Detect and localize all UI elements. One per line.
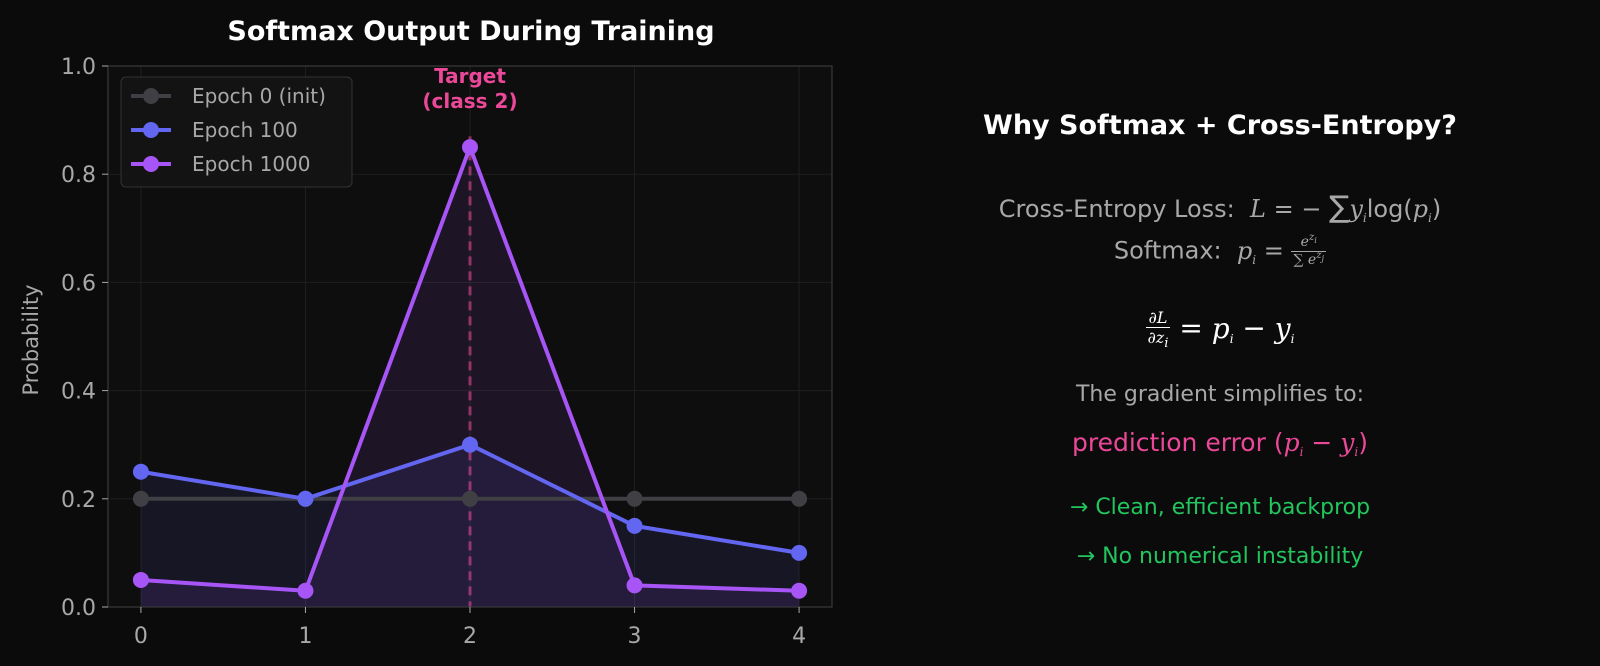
softmax-label: Softmax: xyxy=(1113,236,1222,265)
axes: 0.0 0.2 0.4 0.6 0.8 1.0 0 1 2 3 4 xyxy=(61,55,833,649)
legend-marker xyxy=(143,156,159,172)
softmax-formula: Softmax: pi = ezi ∑ ezj xyxy=(1113,232,1327,268)
legend-label: Epoch 1000 xyxy=(192,152,311,176)
area-fill xyxy=(140,444,800,607)
y-tick-label: 1.0 xyxy=(61,55,96,80)
data-point xyxy=(791,490,808,507)
legend-marker xyxy=(143,122,159,138)
cross-entropy-label: Cross-Entropy Loss: xyxy=(998,195,1235,223)
y-tick-label: 0.0 xyxy=(61,596,96,621)
data-point xyxy=(462,490,478,507)
legend: Epoch 0 (init) Epoch 100 Epoch 1000 xyxy=(120,76,353,188)
gradient-formula: ∂L ∂zi = pi − yi xyxy=(1145,308,1295,352)
legend-label: Epoch 100 xyxy=(192,118,298,142)
x-tick-label: 2 xyxy=(463,624,477,649)
data-point xyxy=(791,582,808,599)
legend-box xyxy=(120,76,353,188)
gradient-intro: The gradient simplifies to: xyxy=(1075,382,1365,407)
legend-label: Epoch 0 (init) xyxy=(192,84,326,108)
target-marker: Target(class 2) xyxy=(422,64,518,607)
data-point xyxy=(462,139,478,156)
panel-title: Why Softmax + Cross-Entropy? xyxy=(983,110,1457,141)
series-lines xyxy=(132,139,808,599)
data-point xyxy=(462,436,478,453)
chart: Softmax Output During Training Probabili… xyxy=(19,16,833,649)
chart-title: Softmax Output During Training xyxy=(227,16,714,47)
cross-entropy-formula: Cross-Entropy Loss: L = − ∑yilog(pi) xyxy=(998,190,1442,225)
y-tick-label: 0.8 xyxy=(61,163,96,188)
y-axis-label: Probability xyxy=(19,284,43,395)
data-point xyxy=(626,577,643,594)
benefit-backprop: → Clean, efficient backprop xyxy=(1069,495,1371,520)
data-point xyxy=(132,571,149,588)
y-tick-label: 0.2 xyxy=(61,488,96,513)
data-point xyxy=(297,582,314,599)
x-tick-label: 4 xyxy=(792,624,806,649)
target-label: Target xyxy=(434,64,506,88)
y-tick-label: 0.6 xyxy=(61,271,96,296)
prediction-error-line: prediction error (pi − yi) xyxy=(1071,428,1369,459)
data-point xyxy=(791,544,808,561)
data-point xyxy=(626,490,643,507)
benefit-stability: → No numerical instability xyxy=(1076,544,1364,569)
explanation-panel: Why Softmax + Cross-Entropy? Cross-Entro… xyxy=(900,0,1540,666)
data-point xyxy=(132,463,149,480)
data-point xyxy=(297,490,314,507)
y-tick-label: 0.4 xyxy=(61,380,96,405)
target-label-class: (class 2) xyxy=(422,89,517,113)
x-tick-label: 3 xyxy=(628,624,642,649)
data-point xyxy=(132,490,149,507)
legend-marker xyxy=(143,88,159,104)
data-point xyxy=(626,517,643,534)
x-tick-label: 0 xyxy=(134,624,148,649)
prediction-error-label: prediction error xyxy=(1071,428,1266,457)
x-tick-label: 1 xyxy=(298,624,312,649)
